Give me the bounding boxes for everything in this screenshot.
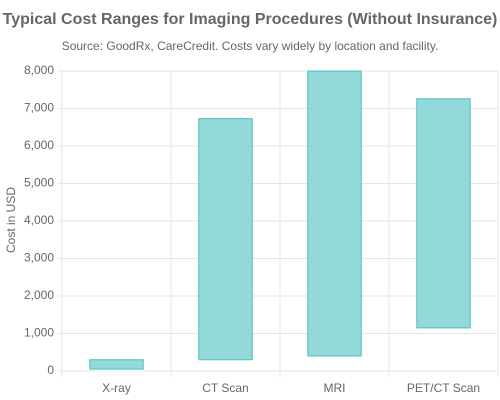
chart-subtitle: Source: GoodRx, CareCredit. Costs vary w… (62, 39, 439, 53)
y-tick-label: 5,000 (24, 176, 54, 190)
y-axis-label: Cost in USD (4, 187, 18, 253)
y-tick-label: 3,000 (24, 251, 54, 265)
y-tick-label: 2,000 (24, 288, 54, 302)
y-tick-label: 4,000 (24, 213, 54, 227)
y-tick-label: 7,000 (24, 101, 54, 115)
bar (416, 98, 471, 329)
x-tick-label: MRI (324, 381, 346, 395)
y-tick-label: 6,000 (24, 138, 54, 152)
y-tick-label: 8,000 (24, 63, 54, 77)
x-tick-label: CT Scan (202, 381, 248, 395)
bar (198, 118, 253, 361)
bar (89, 359, 144, 370)
y-tick-label: 1,000 (24, 326, 54, 340)
y-tick-label: 0 (47, 363, 54, 377)
x-tick-label: X-ray (102, 381, 131, 395)
chart-title: Typical Cost Ranges for Imaging Procedur… (3, 11, 498, 28)
bar (307, 70, 362, 357)
x-tick-label: PET/CT Scan (407, 381, 480, 395)
